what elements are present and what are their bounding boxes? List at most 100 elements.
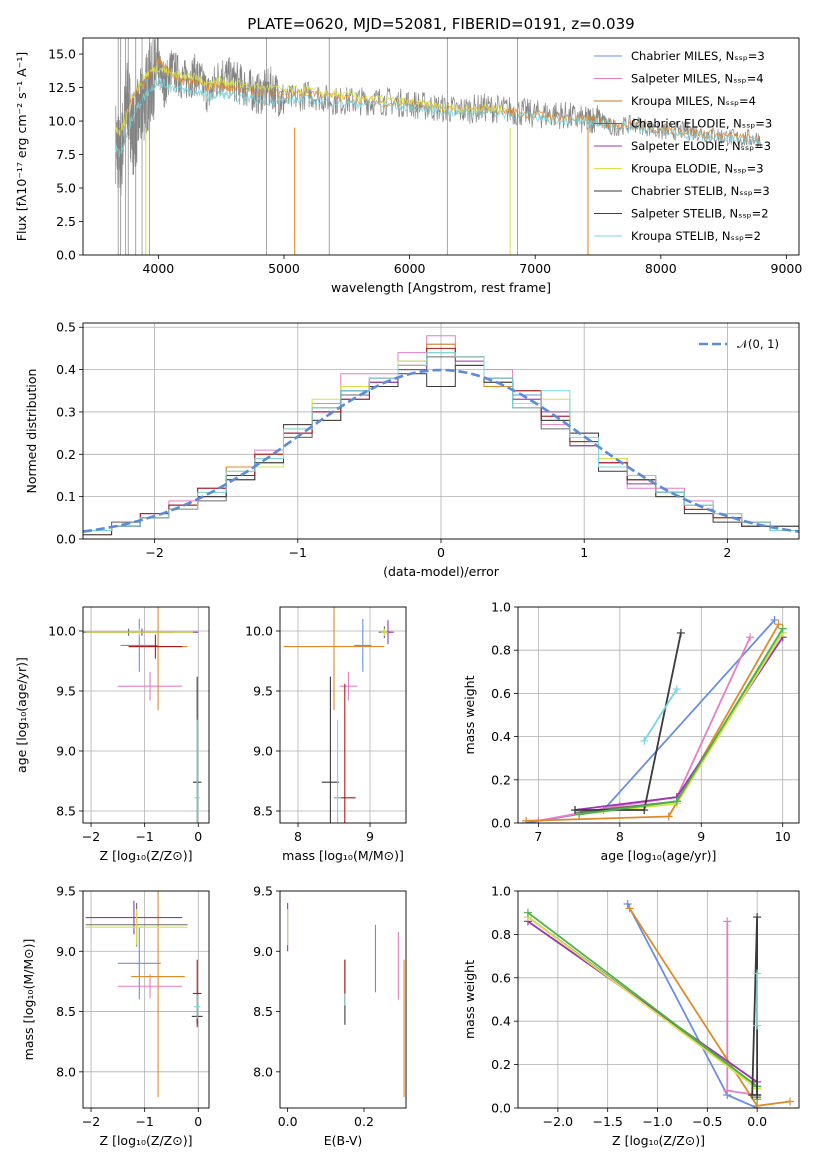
x-tick-label: 7000 [519,261,551,276]
series-line [574,636,784,811]
series-marker [625,904,634,913]
x-axis-label: age [log₁₀(age/yr)] [601,848,717,863]
x-tick-label: 0.0 [278,1114,298,1129]
x-axis-label: (data-model)/error [383,564,500,579]
x-tick-label: 4000 [142,261,174,276]
y-tick-label: 0.2 [491,772,511,787]
x-tick-label: −2 [82,829,100,844]
y-tick-label: 0.2 [56,447,76,462]
y-tick-label: 0.4 [491,729,511,744]
legend-entry: Salpeter ELODIE, Nₛₛₚ=3 [631,139,771,153]
y-tick-label: 0.4 [56,362,76,377]
y-axis-label: mass [log₁₀(M/M⊙)] [21,939,36,1061]
data-point [120,619,159,672]
series-line [526,623,780,822]
series-line [527,916,758,1100]
series-line [643,688,678,742]
y-tick-label: 1.0 [491,884,511,899]
legend: Chabrier MILES, Nₛₛₚ=3 Salpeter MILES, Nₛ… [594,49,772,243]
axes-frame [82,606,210,824]
data-point [339,671,358,701]
legend-entry: Chabrier ELODIE, Nₛₛₚ=3 [631,117,772,131]
y-tick-label: 8.5 [56,1004,76,1019]
x-tick-label: 8000 [645,261,677,276]
series-line [527,911,758,1100]
y-tick-label: 10.0 [245,624,273,639]
x-axis-label: Z [log₁₀(Z/Z⊙)] [100,848,193,863]
x-tick-label: 1 [580,545,588,560]
data-point [117,974,183,999]
mass-vs-Z-chart: −2 −1 0 8.0 8.5 9.0 9.5 Z [log₁₀(Z/Z⊙)] mass [lo… [21,884,210,1148]
y-tick-label: 0.0 [491,816,511,831]
series-marker [746,633,755,642]
y-tick-label: 0.0 [56,532,76,547]
x-axis-label: Z [log₁₀(Z/Z⊙)] [612,1133,705,1148]
data-point [283,607,385,711]
series-marker [672,685,681,694]
x-tick-label: 6000 [394,261,426,276]
legend-entry: Salpeter STELIB, Nₛₛₚ=2 [631,207,769,221]
x-axis-label: mass [log₁₀(M/M⊙)] [282,848,404,863]
axes-frame [279,890,407,1109]
legend-entry: Kroupa STELIB, Nₛₛₚ=2 [631,229,761,243]
y-tick-label: 8.5 [253,804,273,819]
y-tick-label: 10.0 [48,114,76,129]
y-tick-label: 9.5 [56,684,76,699]
x-tick-label: 9 [366,829,374,844]
x-tick-label: 10 [775,829,791,844]
x-tick-label: 2 [723,545,731,560]
mass-weight-vs-Z-chart: −2.0 −1.5 −1.0 −0.5 0.0 0.0 0.2 0.4 0.6 0.8 1.0 Z [… [462,884,800,1148]
series-line [579,632,784,814]
x-tick-label: 7 [534,829,542,844]
data-point [354,619,372,672]
x-tick-label: 0 [194,829,202,844]
x-axis-label: E(B-V) [324,1133,363,1148]
axes-frame [279,606,407,824]
axes-frame [517,890,800,1109]
x-axis-label: wavelength [Angstrom, rest frame] [331,280,551,295]
y-tick-label: 0.6 [491,970,511,985]
y-tick-label: 0.1 [56,489,76,504]
y-tick-label: 7.5 [56,147,76,162]
series-marker [786,1097,795,1106]
series-marker [672,797,681,806]
axes-frame [82,37,800,256]
series-marker [522,816,531,823]
y-tick-label: 10.0 [48,624,76,639]
y-axis-label: Normed distribution [24,369,39,494]
axes-frame [82,322,800,540]
series-marker [623,900,632,909]
mass-weight-vs-age-chart: 7 8 9 10 0.0 0.2 0.4 0.6 0.8 1.0 age [log₁₀(age/yr… [462,600,800,863]
series-marker [774,620,783,629]
axes-frame [517,606,800,824]
series-marker [640,806,649,815]
y-axis-label: mass weight [462,960,477,1039]
series-marker [523,908,532,917]
data-point [117,927,161,1000]
legend-entry: Salpeter MILES, Nₛₛₚ=4 [631,72,764,86]
data-point [128,634,183,659]
data-point [85,628,193,636]
x-tick-label: −1 [135,1114,153,1129]
data-point [334,719,342,823]
x-tick-label: −2 [82,1114,100,1129]
y-tick-label: 8.0 [253,1064,273,1079]
spectrum-chart: 4000 5000 6000 7000 8000 9000 0.0 2.5 5.0 7.5 10.0… [14,15,802,295]
y-tick-label: 12.5 [48,80,76,95]
series-marker [664,812,673,821]
series-marker [753,969,762,978]
spectrum-line [115,77,761,158]
x-tick-label: 5000 [268,261,300,276]
legend-entry: Chabrier MILES, Nₛₛₚ=3 [631,49,765,63]
data-point [117,671,183,701]
y-tick-label: 9.0 [56,944,76,959]
data-point [193,994,201,1019]
chart-title: PLATE=0620, MJD=52081, FIBERID=0191, z=0… [247,15,634,33]
y-tick-label: 0.0 [56,248,76,263]
y-tick-label: 0.5 [56,320,76,335]
y-tick-label: 0.8 [491,927,511,942]
age-vs-Z-chart: −2 −1 0 8.5 9.0 9.5 10.0 Z [log₁₀(Z/Z⊙)] age [lo… [14,606,210,863]
y-tick-label: 9.5 [253,884,273,899]
data-point [194,719,200,823]
